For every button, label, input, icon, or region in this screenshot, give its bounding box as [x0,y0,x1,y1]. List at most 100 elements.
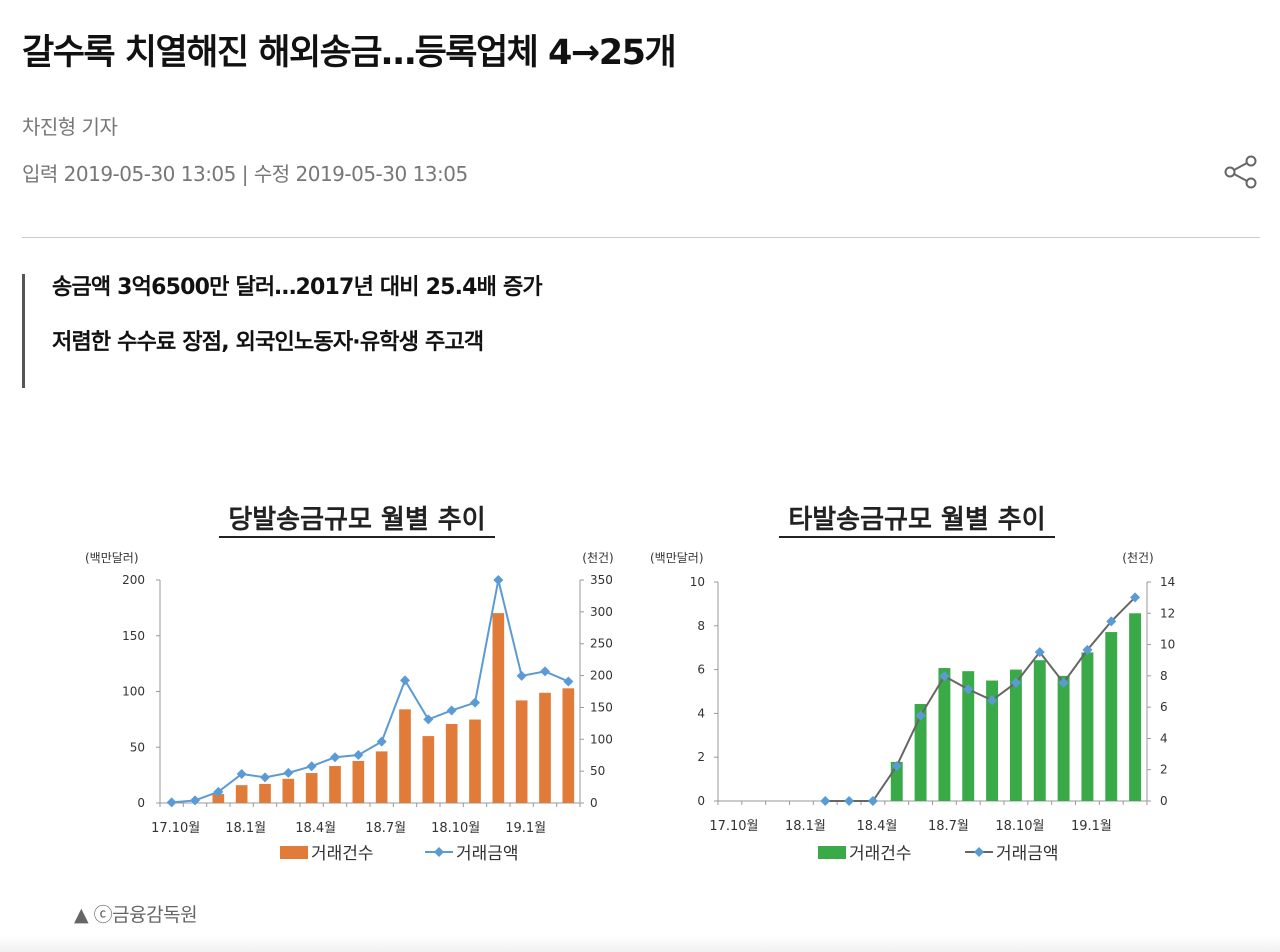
bar [1081,652,1094,801]
bar [1009,669,1022,801]
chart-title: 타발송금규모 월별 추이 [788,505,1045,535]
data-point [540,666,550,677]
left-tick-label: 0 [697,794,705,808]
x-tick-label: 18.7월 [928,819,969,834]
data-point [493,575,504,585]
legend-label: 거래금액 [996,844,1059,864]
left-tick-label: 0 [137,796,145,810]
data-point [236,769,247,780]
bar [212,794,225,803]
bar [492,613,505,803]
data-point [891,760,902,771]
bar [890,761,903,801]
legend-label: 거래건수 [849,844,912,864]
bar [1105,632,1118,801]
bar [1129,613,1142,801]
bar [539,692,551,803]
bar [235,785,248,803]
divider [22,237,1260,238]
left-tick-label: 8 [697,619,705,633]
right-tick-label: 14 [1160,575,1175,589]
x-tick-label: 18.7월 [365,821,406,836]
x-tick-label: 18.1월 [785,819,826,834]
legend-swatch-bar [818,846,846,859]
data-point [353,750,364,761]
data-point [1058,677,1069,688]
right-tick-label: 6 [1160,700,1168,714]
right-tick-label: 10 [1160,638,1175,652]
left-tick-label: 150 [122,629,145,643]
bar [422,736,435,803]
data-point [190,795,200,806]
bar [445,723,458,803]
data-point [446,705,457,716]
x-tick-label: 19.1월 [1071,819,1112,834]
left-axis-unit: (백만달러) [85,551,139,565]
data-point [423,714,434,725]
right-tick-label: 0 [1160,794,1168,808]
right-tick-label: 200 [590,669,613,683]
share-button[interactable] [1222,154,1260,190]
bar [259,783,271,803]
right-tick-label: 50 [590,764,605,778]
bar [329,766,341,803]
data-point [330,752,340,763]
data-point [867,796,878,806]
subtitle-line: 송금액 3억6500만 달러…2017년 대비 25.4배 증가 [52,275,543,300]
legend-label: 거래금액 [456,844,519,864]
data-point [1010,677,1021,688]
x-tick-label: 18.4월 [856,819,897,834]
bar [469,719,481,803]
x-tick-label: 19.1월 [505,821,546,836]
data-point [400,675,410,686]
left-tick-label: 2 [697,750,705,764]
bar [938,668,951,801]
data-point [939,671,950,682]
legend-marker [434,847,444,857]
data-point [1106,616,1117,627]
data-point [1082,644,1093,655]
data-point [516,670,527,681]
x-tick-label: 18.10월 [431,821,480,836]
right-axis-unit: (천건) [1122,550,1153,565]
data-point [306,761,317,772]
article-subtitle: 송금액 3억6500만 달러…2017년 대비 25.4배 증가 저렴한 수수료… [22,274,543,388]
x-tick-label: 18.10월 [995,819,1044,834]
right-tick-label: 250 [590,637,613,651]
bar [962,671,975,801]
data-point [963,684,974,695]
bar [352,760,365,803]
data-point [1130,592,1141,603]
image-caption: ▲ ⓒ금융감독원 [74,904,198,926]
data-point [1034,647,1045,658]
charts-image: 당발송금규모 월별 추이(백만달러) (천건)050100150200050100… [85,505,1175,864]
right-tick-label: 300 [590,605,613,619]
data-point [820,796,831,806]
data-point [260,772,270,783]
right-tick-label: 100 [590,732,613,746]
data-point [915,710,926,721]
bar [399,709,411,803]
x-tick-label: 18.1월 [225,821,266,836]
right-tick-label: 0 [590,796,598,810]
legend-swatch-bar [280,846,308,859]
bar [562,688,575,803]
right-axis-unit: (천건) [582,550,613,565]
bar [305,773,318,803]
right-tick-label: 350 [590,573,613,587]
data-point [470,697,480,708]
bar [914,704,927,801]
series-line [825,596,1136,802]
chart-title: 당발송금규모 월별 추이 [228,505,485,535]
author: 차진형 기자 [22,115,118,139]
x-tick-label: 18.4월 [295,821,336,836]
x-tick-label: 17.10월 [151,821,200,836]
left-tick-label: 10 [690,575,705,589]
right-tick-label: 8 [1160,669,1168,683]
right-tick-label: 4 [1160,731,1168,745]
left-tick-label: 6 [697,663,705,677]
data-point [283,767,294,778]
bar [986,680,999,801]
legend-label: 거래건수 [311,844,374,864]
bar [375,751,388,803]
